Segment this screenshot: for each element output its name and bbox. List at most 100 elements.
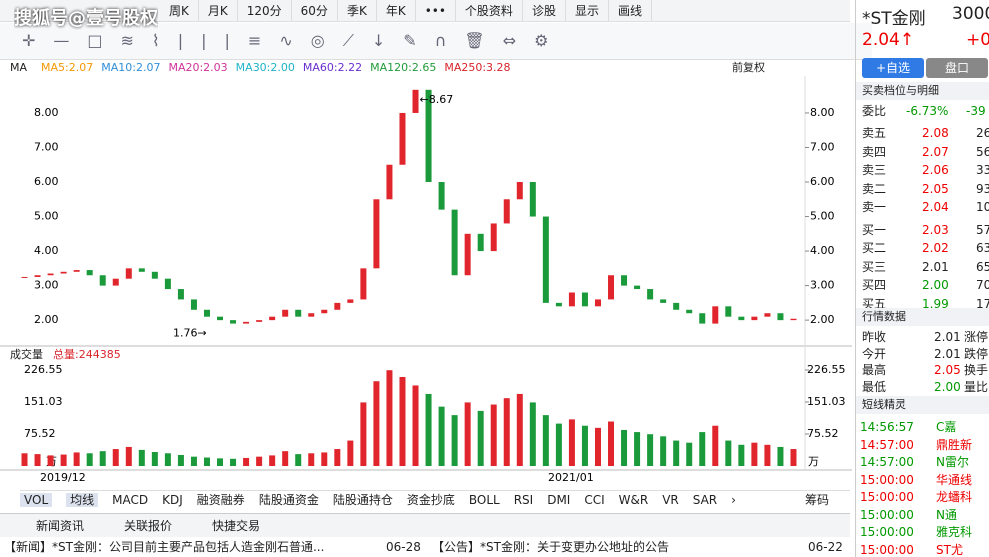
candle [217, 316, 224, 321]
bottom-tab[interactable]: 快捷交易 [212, 519, 261, 533]
volume-bar [464, 402, 471, 466]
volume-bar [594, 427, 601, 466]
toolbar-tab[interactable]: 120分 [238, 0, 292, 21]
volume-bar [516, 393, 523, 466]
volume-bar [738, 444, 745, 466]
candle [581, 292, 588, 307]
volume-bar [269, 455, 276, 466]
y-tick-label: 4.00 [810, 244, 835, 257]
toolbar-tab[interactable]: 年K [377, 0, 416, 21]
book-price: 2.01 [922, 259, 949, 274]
section-title: 行情数据 [856, 308, 989, 326]
ma-value: MA250:3.28 [444, 61, 511, 74]
indicator-tab[interactable]: 陆股通持仓 [332, 493, 393, 507]
candle [282, 309, 289, 317]
indicator-tab[interactable]: DMI [547, 493, 571, 507]
row: 14:57:00 鼎胜新 [856, 436, 989, 454]
news-date: 06-22 [808, 540, 843, 554]
y-tick-label: 8.00 [810, 106, 835, 119]
toolbar-tab[interactable]: 个股资料 [456, 0, 523, 21]
ma-value: MA20:2.03 [168, 61, 228, 74]
volume-bar [47, 455, 54, 466]
book-volume: 93 [976, 181, 989, 196]
indicator-tab[interactable]: BOLL [468, 493, 500, 507]
high-label: ←8.67 [420, 93, 454, 106]
toolbar-tab[interactable]: 季K [338, 0, 377, 21]
book-label: 买五 [862, 296, 887, 311]
book-price: 2.00 [922, 278, 949, 292]
candle [790, 318, 797, 321]
indicator-tab[interactable]: 陆股通资金 [258, 493, 319, 507]
panel-button[interactable]: +自选 [862, 58, 924, 78]
candle [725, 306, 732, 317]
indicator-tab[interactable]: KDJ [162, 493, 183, 507]
candle [125, 268, 132, 279]
indicator-tab[interactable]: SAR [692, 493, 718, 507]
candle [151, 271, 158, 279]
indicator-tab[interactable]: 资金抄底 [406, 493, 455, 507]
indicator-tab[interactable]: MACD [112, 493, 149, 507]
book-volume: 65 [976, 259, 989, 274]
volume-bar [751, 442, 758, 466]
candle [438, 182, 445, 210]
volume-bar [568, 419, 575, 466]
candle [660, 299, 667, 303]
ratio-value: -6.73% [906, 104, 949, 118]
indicator-tab[interactable]: VR [662, 493, 679, 507]
row: 昨收 2.01 涨停 [856, 328, 989, 346]
indicator-tab[interactable]: W&R [618, 493, 649, 507]
indicator-tab[interactable]: 均线 [66, 493, 99, 507]
volume-bar [347, 440, 354, 466]
chart: 8.00 8.00 7.00 7.00 6.00 6.00 5.00 5.00 4.00 4.00… [0, 76, 852, 484]
indicator-tabs: VOL 均线 MACD KDJ 融资融券 陆股通资金 陆股通持仓 资金抄底 BOLL RSI DMI… [20, 490, 850, 510]
date-label: 2021/01 [548, 471, 594, 484]
volume-bar [647, 434, 654, 466]
elf-name: N雷尔 [936, 455, 969, 469]
book-volume: 17 [976, 296, 989, 311]
volume-bar [777, 446, 784, 466]
row: 卖一 2.04 102 [856, 198, 989, 216]
toolbar-tab[interactable]: 60分 [292, 0, 338, 21]
volume-bar [399, 376, 406, 466]
indicator-tab[interactable]: › [731, 493, 736, 507]
elf-time: 15:00:00 [860, 525, 914, 539]
news-bar: 【新闻】*ST金刚：公司目前主要产品包括人造金刚石普通... 06-28 【公告】*… [0, 538, 852, 557]
toolbar-tab[interactable]: 诊股 [523, 0, 566, 21]
ma-value: MA120:2.65 [370, 61, 437, 74]
toolbar-tab[interactable]: 显示 [566, 0, 609, 21]
bottom-tab[interactable]: 关联报价 [124, 519, 173, 533]
volume-bar [295, 454, 302, 466]
stat-value: 2.01 [934, 330, 961, 344]
tool-icons: ✛—□≋⌇|||≡∿◎⟋↓✎∩🗑⇔⚙ [0, 23, 872, 60]
stock-code: 3000 [952, 4, 989, 24]
indicator-tab[interactable]: 融资融券 [196, 493, 245, 507]
watermark: 搜狐号@壹号股权 [14, 8, 158, 29]
volume-bar [542, 415, 549, 466]
volume-bar [373, 381, 380, 466]
row: 最低 2.00 量比 [856, 378, 989, 396]
toolbar-tab[interactable]: ••• [416, 0, 456, 21]
volume-bar [425, 393, 432, 466]
volume-bar [686, 442, 693, 466]
toolbar-tab[interactable]: 周K [160, 0, 199, 21]
news-text: 【公告】*ST金刚：关于变更办公地址的公告 [432, 540, 669, 554]
candle [112, 278, 119, 286]
indicator-tab[interactable]: VOL [20, 493, 53, 507]
volume-bar [21, 453, 28, 466]
panel-button[interactable]: 盘口 [926, 58, 988, 78]
row: 买三 2.01 65 [856, 258, 989, 276]
row: 买二 2.02 63 [856, 239, 989, 257]
volume-bar [177, 454, 184, 466]
chip-button[interactable]: 筹码 [805, 493, 830, 507]
candle [542, 216, 549, 303]
indicator-tab[interactable]: RSI [513, 493, 534, 507]
stat-value: 2.05 [934, 363, 961, 377]
toolbar-tab[interactable]: 月K [199, 0, 238, 21]
candle [477, 233, 484, 252]
candle [164, 278, 171, 290]
candle [334, 302, 341, 310]
toolbar-tab[interactable]: 画线 [609, 0, 652, 21]
volume-bar [581, 425, 588, 466]
indicator-tab[interactable]: CCI [584, 493, 605, 507]
bottom-tab[interactable]: 新闻资讯 [36, 519, 85, 533]
